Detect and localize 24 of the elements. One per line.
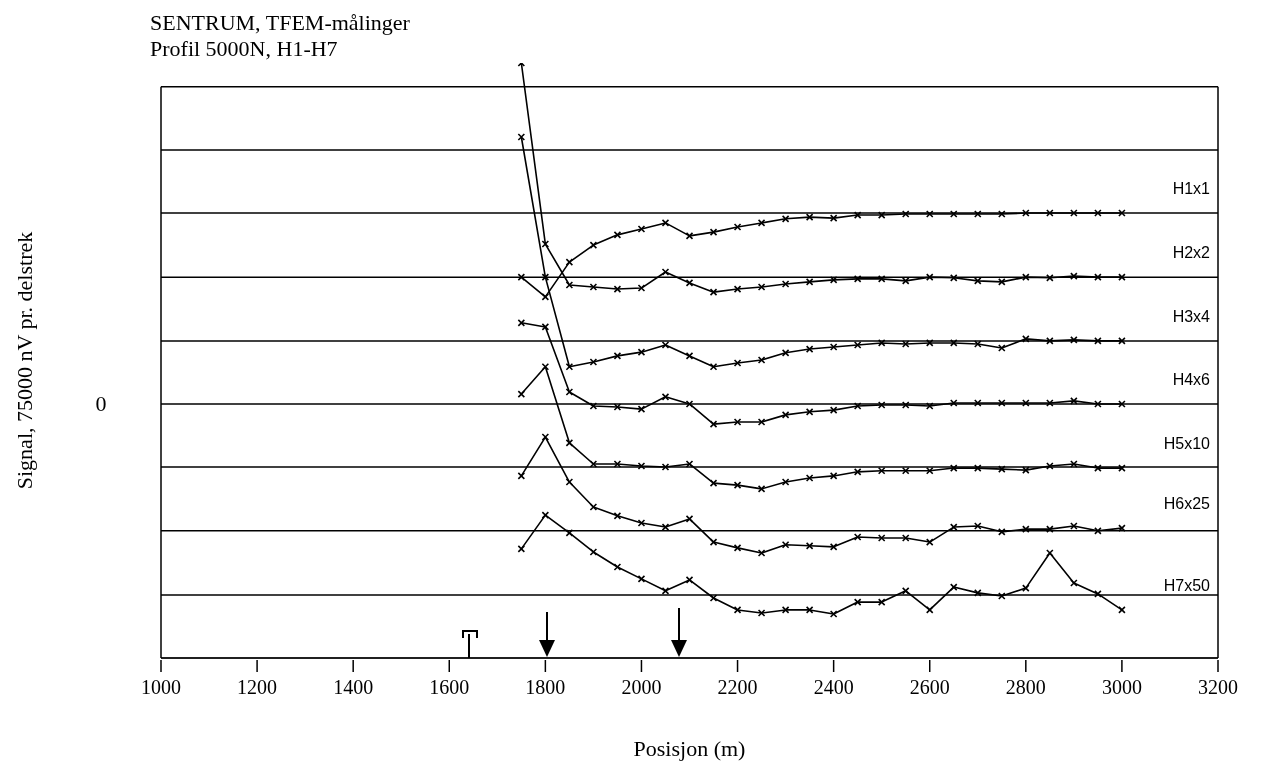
x-tick-label: 1200 bbox=[237, 676, 278, 698]
text: H2x2 bbox=[1172, 244, 1211, 262]
text: H4x6 bbox=[1172, 370, 1211, 388]
x-tick-label: 2800 bbox=[1005, 676, 1046, 698]
text: 0 bbox=[95, 390, 107, 416]
x-tick-label: 3000 bbox=[1101, 676, 1142, 698]
text: H3x4 bbox=[1172, 307, 1211, 325]
text: H1x1 bbox=[1172, 180, 1211, 198]
chart-subtitle: Profil 5000N, H1-H7 bbox=[150, 36, 338, 61]
text: H6x25 bbox=[1163, 495, 1211, 513]
x-tick-label: 3200 bbox=[1198, 676, 1238, 698]
text: H5x10 bbox=[1163, 435, 1211, 453]
x-tick-label: 2000 bbox=[621, 676, 662, 698]
x-tick-label: 2400 bbox=[813, 676, 854, 698]
x-tick-label: 1600 bbox=[429, 676, 470, 698]
x-tick-label: 1400 bbox=[333, 676, 374, 698]
x-tick-label: 2200 bbox=[717, 676, 758, 698]
x-tick-label: 1800 bbox=[525, 676, 566, 698]
x-tick-label: 2600 bbox=[909, 676, 950, 698]
text: H7x50 bbox=[1163, 576, 1211, 594]
y-axis-title: Signal, 75000 nV pr. delstrek bbox=[12, 231, 37, 490]
x-tick-label: 1000 bbox=[141, 676, 181, 698]
chart-title: SENTRUM, TFEM-målinger bbox=[150, 10, 411, 35]
x-axis-title: Posisjon (m) bbox=[633, 736, 746, 761]
